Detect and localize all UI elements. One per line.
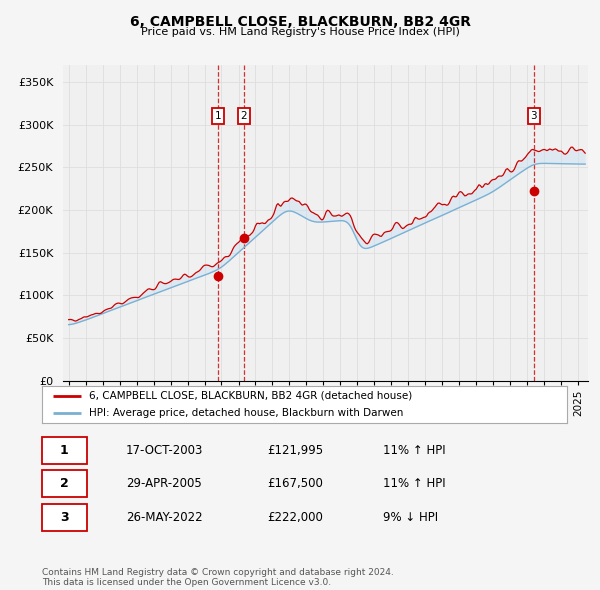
Text: 1: 1 xyxy=(60,444,68,457)
Text: Contains HM Land Registry data © Crown copyright and database right 2024.
This d: Contains HM Land Registry data © Crown c… xyxy=(42,568,394,587)
FancyBboxPatch shape xyxy=(42,470,86,497)
Text: £121,995: £121,995 xyxy=(268,444,324,457)
Text: 11% ↑ HPI: 11% ↑ HPI xyxy=(383,444,446,457)
Text: 11% ↑ HPI: 11% ↑ HPI xyxy=(383,477,446,490)
Text: 26-MAY-2022: 26-MAY-2022 xyxy=(126,511,203,524)
FancyBboxPatch shape xyxy=(42,437,86,464)
Text: 17-OCT-2003: 17-OCT-2003 xyxy=(126,444,203,457)
Text: 3: 3 xyxy=(60,511,68,524)
Text: 29-APR-2005: 29-APR-2005 xyxy=(126,477,202,490)
Text: 6, CAMPBELL CLOSE, BLACKBURN, BB2 4GR: 6, CAMPBELL CLOSE, BLACKBURN, BB2 4GR xyxy=(130,15,470,29)
Text: HPI: Average price, detached house, Blackburn with Darwen: HPI: Average price, detached house, Blac… xyxy=(89,408,404,418)
Text: 1: 1 xyxy=(215,111,221,121)
Text: 3: 3 xyxy=(530,111,537,121)
Text: £167,500: £167,500 xyxy=(268,477,323,490)
Text: £222,000: £222,000 xyxy=(268,511,323,524)
Text: 2: 2 xyxy=(60,477,68,490)
Text: 9% ↓ HPI: 9% ↓ HPI xyxy=(383,511,439,524)
FancyBboxPatch shape xyxy=(42,504,86,531)
Text: 6, CAMPBELL CLOSE, BLACKBURN, BB2 4GR (detached house): 6, CAMPBELL CLOSE, BLACKBURN, BB2 4GR (d… xyxy=(89,391,413,401)
Text: 2: 2 xyxy=(241,111,247,121)
Text: Price paid vs. HM Land Registry's House Price Index (HPI): Price paid vs. HM Land Registry's House … xyxy=(140,27,460,37)
